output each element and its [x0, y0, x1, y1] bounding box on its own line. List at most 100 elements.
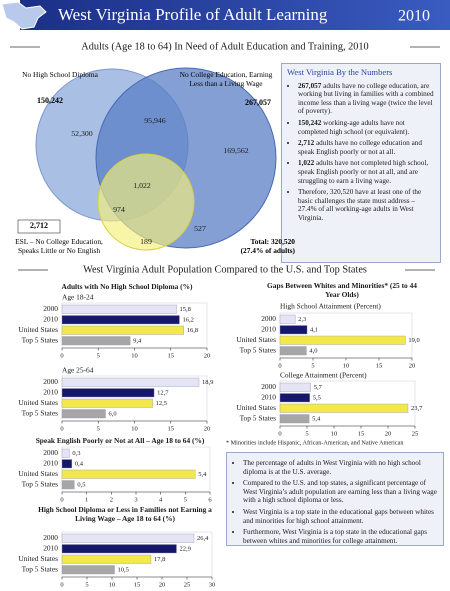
category-label: 2010 — [43, 544, 58, 553]
x-tick-label: 3 — [134, 496, 137, 503]
section-title: Adults (Age 18 to 64) In Need of Adult E… — [81, 41, 368, 52]
x-tick-label: 10 — [109, 581, 116, 588]
summary-box: The percentage of adults in West Virgini… — [226, 452, 444, 546]
category-label: 2010 — [43, 315, 58, 324]
bar — [61, 304, 177, 314]
state-map — [1, 1, 47, 30]
category-label: 2000 — [261, 382, 276, 391]
x-tick-label: 15 — [376, 362, 383, 369]
bar — [61, 409, 106, 419]
category-label: Top 5 States — [22, 336, 59, 345]
x-tick-label: 0 — [60, 425, 63, 432]
bullet-text: adults have no college education and spe… — [298, 139, 422, 156]
x-tick-label: 30 — [209, 581, 216, 588]
bar — [61, 469, 196, 479]
category-label: 2000 — [261, 314, 276, 323]
x-tick-label: 25 — [184, 581, 191, 588]
plot-area — [61, 446, 211, 493]
venn-region-value: 169,562 — [223, 146, 248, 155]
x-tick-label: 5 — [97, 425, 100, 432]
numbers-box: West Virginia By the Numbers 267,057 adu… — [281, 63, 441, 263]
x-tick-label: 0 — [60, 496, 63, 503]
value-label: 23,7 — [411, 405, 423, 412]
x-tick-label: 20 — [159, 581, 166, 588]
category-label: Top 5 States — [22, 565, 59, 574]
bar — [279, 393, 310, 403]
bullet-bold: 1,022 — [298, 159, 315, 168]
bar — [61, 398, 153, 408]
venn-circle — [97, 153, 195, 251]
category-label: United States — [236, 403, 276, 412]
category-label: 2000 — [43, 304, 58, 313]
chart-title: High School Diploma or Less in Families … — [38, 505, 212, 523]
value-label: 4,0 — [309, 347, 317, 354]
chart-subtitle: Age 25-64 — [62, 366, 94, 375]
section-title: West Virginia Adult Population Compared … — [83, 264, 367, 275]
value-label: 0,5 — [77, 481, 85, 488]
venn-label: 267,057 — [245, 98, 271, 107]
bar — [61, 377, 200, 387]
category-label: Top 5 States — [240, 346, 277, 355]
venn-region-value: 95,946 — [144, 116, 166, 125]
bar — [61, 565, 115, 575]
venn-label: No High School Diploma — [22, 70, 98, 79]
venn-region-value: 52,300 — [71, 129, 93, 138]
x-tick-label: 15 — [168, 425, 175, 432]
header-title: West Virginia Profile of Adult Learning — [58, 5, 328, 24]
category-label: 2000 — [43, 448, 58, 457]
value-label: 16,2 — [182, 316, 193, 323]
footnote: * Minorities include Hispanic, African-A… — [226, 439, 404, 446]
header-year: 2010 — [398, 8, 430, 25]
x-tick-label: 0 — [278, 362, 281, 369]
x-tick-label: 20 — [204, 352, 211, 359]
bar — [61, 533, 195, 543]
bullet: 150,242 working-age adults have not comp… — [298, 119, 435, 136]
value-label: 0,4 — [75, 460, 84, 467]
x-tick-label: 20 — [385, 430, 392, 437]
category-label: United States — [18, 469, 58, 478]
x-tick-label: 4 — [159, 496, 163, 503]
category-label: 2000 — [43, 533, 58, 542]
x-tick-label: 20 — [409, 362, 416, 369]
x-tick-label: 5 — [311, 362, 314, 369]
x-tick-label: 15 — [134, 581, 141, 588]
x-tick-label: 10 — [331, 430, 338, 437]
value-label: 18,9 — [202, 379, 213, 386]
bullet: 267,057 adults have no college education… — [298, 82, 435, 116]
bar — [279, 325, 308, 335]
bullet-list: 267,057 adults have no college education… — [287, 82, 435, 223]
bar — [279, 414, 310, 424]
x-tick-label: 1 — [85, 496, 88, 503]
chart-subtitle: College Attainment (Percent) — [280, 371, 367, 380]
category-label: Top 5 States — [240, 414, 277, 423]
x-tick-label: 15 — [358, 430, 365, 437]
value-label: 12,7 — [157, 389, 169, 396]
chart-subtitle: High School Attainment (Percent) — [280, 302, 381, 311]
box-title: West Virginia By the Numbers — [287, 67, 393, 77]
value-label: 16,8 — [187, 327, 198, 334]
bullet-bold: 150,242 — [298, 118, 322, 127]
venn-label: 2,712 — [30, 221, 48, 230]
chart-title: Adults with No High School Diploma (%) — [61, 282, 193, 291]
category-label: United States — [18, 554, 58, 563]
x-tick-label: 6 — [208, 496, 212, 503]
bar — [61, 388, 155, 398]
bar — [279, 335, 406, 345]
category-label: 2010 — [43, 388, 58, 397]
value-label: 10,5 — [118, 566, 129, 573]
bar — [61, 544, 177, 554]
x-tick-label: 10 — [131, 425, 138, 432]
bar — [279, 346, 307, 356]
bullet-text: adults have no college education, are wo… — [298, 81, 434, 116]
x-tick-label: 5 — [184, 496, 187, 503]
venn-region-value: 1,022 — [133, 181, 151, 190]
value-label: 5,4 — [312, 415, 321, 422]
value-label: 22,9 — [180, 545, 191, 552]
chart-subtitle: Age 18-24 — [62, 293, 94, 302]
chart-title: Gaps Between Whites and Minorities* (25 … — [267, 281, 417, 299]
value-label: 5,7 — [314, 384, 323, 391]
venn-label: 150,242 — [37, 96, 63, 105]
category-label: 2000 — [43, 377, 58, 386]
chart-title: Speak English Poorly or Not at All – Age… — [35, 436, 205, 445]
x-tick-label: 0 — [60, 581, 63, 588]
